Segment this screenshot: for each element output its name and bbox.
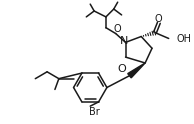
Text: OH: OH xyxy=(177,34,191,44)
Polygon shape xyxy=(128,63,145,78)
Text: Br: Br xyxy=(89,107,100,117)
Text: O: O xyxy=(117,64,126,74)
Text: O: O xyxy=(114,24,121,34)
Text: N: N xyxy=(119,36,128,46)
Text: O: O xyxy=(154,14,162,24)
